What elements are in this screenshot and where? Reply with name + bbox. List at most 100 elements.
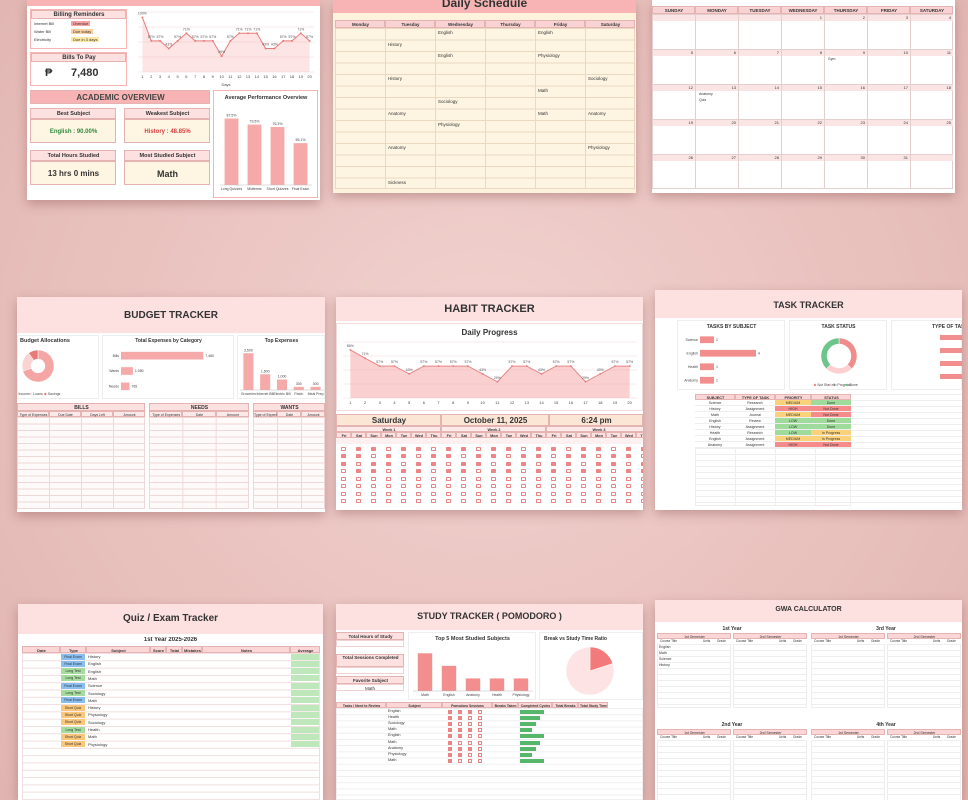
box: Tasks / Need to Review: [336, 702, 386, 708]
label: PRIORITY: [784, 396, 803, 400]
box: 1st Semester: [657, 729, 731, 735]
label: 3rd Year: [876, 626, 896, 632]
checkbox: [448, 740, 452, 745]
checkbox: [536, 499, 541, 504]
bar: [441, 665, 457, 691]
box: [738, 14, 781, 21]
box: Best Subject: [30, 108, 116, 119]
decor-bar: [940, 348, 962, 353]
box: [867, 14, 910, 21]
box: Short Quiz: [61, 733, 85, 740]
box: Not Done: [811, 406, 851, 412]
box: In Progress: [811, 436, 851, 442]
point: [291, 39, 293, 42]
legend-swatch: [813, 383, 817, 387]
label: English: [709, 437, 721, 441]
box: [867, 49, 910, 56]
point: [599, 372, 602, 375]
checkbox: [536, 476, 541, 481]
checkbox: [401, 499, 406, 504]
box: [27, 0, 320, 6]
box: [824, 84, 867, 91]
checkbox: [458, 721, 462, 726]
label: TUESDAY: [749, 8, 771, 13]
chart: Science 1 English 4 Health 1 Anatomy 1: [684, 336, 760, 384]
checkbox: [458, 728, 462, 733]
checkbox: [536, 491, 541, 496]
box: Wed: [516, 432, 531, 438]
checkbox: [446, 461, 451, 466]
grid: [652, 14, 953, 189]
point: [466, 365, 469, 368]
checkbox: [566, 461, 571, 466]
average-cell: [291, 704, 319, 711]
label: WANTS: [280, 405, 299, 411]
data-label: 300: [296, 382, 302, 386]
box: [336, 438, 643, 444]
data-label: 57%: [156, 35, 163, 39]
progress-bar: [520, 740, 540, 745]
checkbox: [611, 469, 616, 474]
checkbox: [596, 484, 601, 489]
checkbox: [581, 491, 586, 496]
box: Mon: [591, 432, 606, 438]
label: Grade: [871, 735, 880, 739]
label: Mistakes: [184, 648, 201, 653]
y-tick-label: Health: [688, 365, 698, 369]
x-tick-label: 8: [452, 400, 455, 405]
x-tick-label: 17: [583, 400, 588, 405]
checkbox: [448, 709, 452, 714]
label: SUBJECT: [706, 396, 725, 400]
label: Anatomy: [699, 92, 713, 96]
checkbox: [468, 759, 472, 764]
label: 10: [903, 49, 908, 55]
label: Thursday: [500, 22, 521, 27]
data-label: 57%: [509, 360, 516, 364]
x-tick-label: 18: [290, 74, 295, 79]
x-tick-label: 9: [467, 400, 470, 405]
checkbox: [611, 446, 616, 451]
label: History: [709, 425, 721, 429]
y-tick-label: Needs: [109, 385, 119, 389]
x-tick-label: 14: [255, 74, 260, 79]
checkbox: [448, 759, 452, 764]
checkbox: [596, 461, 601, 466]
checkbox: [458, 709, 462, 714]
box: Short Quiz: [61, 719, 85, 726]
box: Break vs Study Time Ratio: [539, 632, 643, 700]
checkbox: [491, 454, 496, 459]
label: Type of Expenses: [19, 413, 48, 417]
task-panel: TASK TRACKER TASKS BY SUBJECT Science 1 Engl…: [655, 290, 962, 510]
point: [299, 32, 302, 35]
box: [336, 667, 404, 674]
label: Anatomy: [388, 110, 406, 116]
grid: [149, 417, 249, 509]
legend-label: Savings: [48, 392, 61, 396]
label: Weakest Subject: [145, 111, 190, 117]
average-cell: [291, 675, 319, 682]
data-label: 57%: [288, 35, 295, 39]
checkbox: [371, 469, 376, 474]
checkbox: [448, 734, 452, 739]
box: [336, 640, 404, 647]
label: Score: [152, 648, 165, 653]
label: 8: [819, 49, 822, 55]
schedule-panel: Daily Schedule Monday Tuesday Wednesday Thur…: [333, 0, 636, 193]
x-tick-label: 7: [437, 400, 440, 405]
average-cell: [291, 653, 319, 660]
label: English: [538, 30, 553, 35]
grid: [336, 708, 643, 800]
grid: [887, 740, 961, 800]
label: Final Exam: [64, 698, 82, 703]
label: Tue: [505, 434, 513, 438]
box: Amount: [301, 411, 325, 417]
point: [220, 55, 223, 58]
label: 17: [903, 84, 908, 90]
checkbox: [581, 484, 586, 489]
checkbox: [641, 469, 643, 474]
point: [511, 365, 514, 368]
x-tick-label: 20: [307, 74, 312, 79]
x-tick-label: 6: [423, 400, 426, 405]
box: In Progress: [811, 430, 851, 436]
